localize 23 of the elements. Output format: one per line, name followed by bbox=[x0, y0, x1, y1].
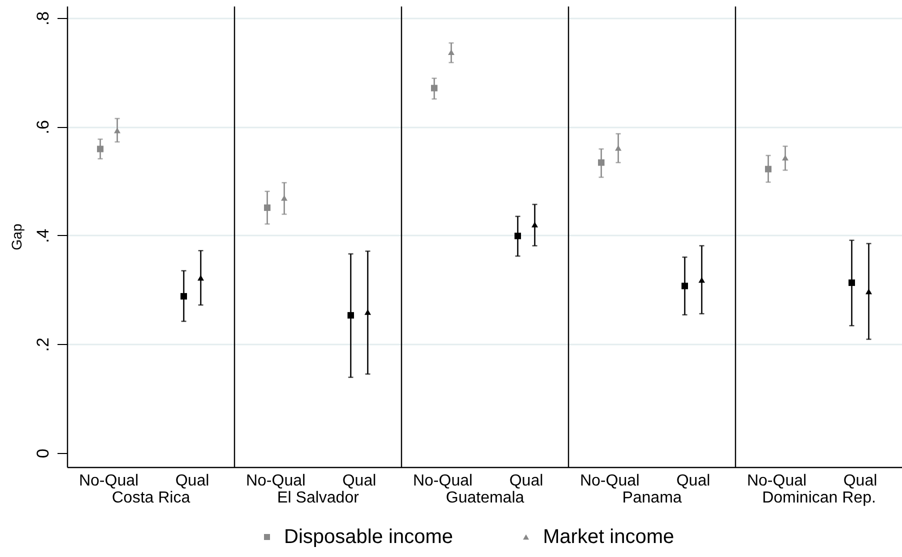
x-tick-label: Qual bbox=[342, 472, 376, 490]
x-tick-label: Qual bbox=[676, 472, 710, 490]
y-tick-label: .8 bbox=[34, 11, 52, 26]
y-tick-label: .4 bbox=[34, 228, 52, 244]
x-tick-label: No-Qual bbox=[412, 472, 473, 490]
y-tick-label: 0 bbox=[34, 448, 52, 458]
x-axis-title: Costa Rica bbox=[112, 490, 190, 506]
x-tick-label: Qual bbox=[843, 472, 878, 490]
x-axis-title: El Salvador bbox=[277, 490, 360, 506]
x-tick-label: Qual bbox=[509, 472, 544, 490]
x-tick-label: No-Qual bbox=[580, 472, 640, 490]
x-axis-title: Panama bbox=[622, 490, 682, 506]
x-axis-title: Guatemala bbox=[446, 490, 524, 506]
legend-label: Market income bbox=[543, 526, 674, 548]
x-tick-label: No-Qual bbox=[246, 472, 306, 490]
y-tick-label: .6 bbox=[34, 120, 52, 134]
legend-label: Disposable income bbox=[284, 526, 453, 548]
x-axis-title: Dominican Rep. bbox=[762, 490, 876, 506]
y-tick-label: .2 bbox=[34, 338, 52, 352]
y-axis-title: Gap bbox=[8, 224, 24, 250]
x-tick-label: No-Qual bbox=[746, 472, 807, 490]
x-tick-label: No-Qual bbox=[78, 472, 139, 490]
x-tick-label: Qual bbox=[175, 472, 210, 490]
